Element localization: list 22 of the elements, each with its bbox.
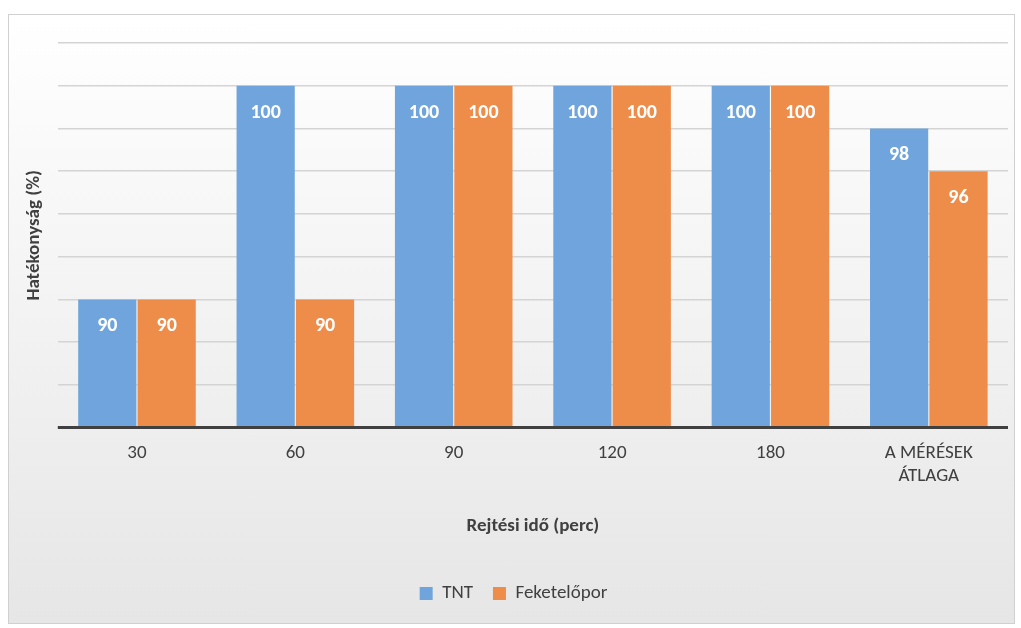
- data-label: 98: [888, 141, 910, 166]
- x-tick-label: A MÉRÉSEK ÁTLAGA: [884, 439, 973, 486]
- x-tick-label: 120: [597, 439, 627, 463]
- data-label: 90: [97, 312, 118, 337]
- data-label: 90: [314, 312, 336, 337]
- data-label: 100: [784, 98, 816, 123]
- data-label: 100: [567, 98, 598, 123]
- x-tick-label: 180: [756, 439, 786, 463]
- x-tick-label: 30: [127, 439, 147, 463]
- x-axis-title: Rejtési idő (perc): [466, 513, 600, 537]
- data-label: 96: [948, 184, 969, 209]
- data-label: 90: [156, 312, 177, 337]
- data-label: 100: [408, 98, 440, 123]
- data-label: 100: [468, 98, 499, 123]
- data-label: 100: [250, 98, 281, 123]
- x-tick-label: 90: [444, 439, 464, 463]
- legend-label: Feketelőpor: [515, 580, 608, 604]
- y-axis-title: Hatékonyság (%): [21, 170, 45, 301]
- x-tick-label: 60: [285, 439, 306, 463]
- legend-label: TNT: [442, 580, 474, 604]
- data-label: 100: [725, 98, 756, 123]
- data-label: 100: [626, 98, 657, 123]
